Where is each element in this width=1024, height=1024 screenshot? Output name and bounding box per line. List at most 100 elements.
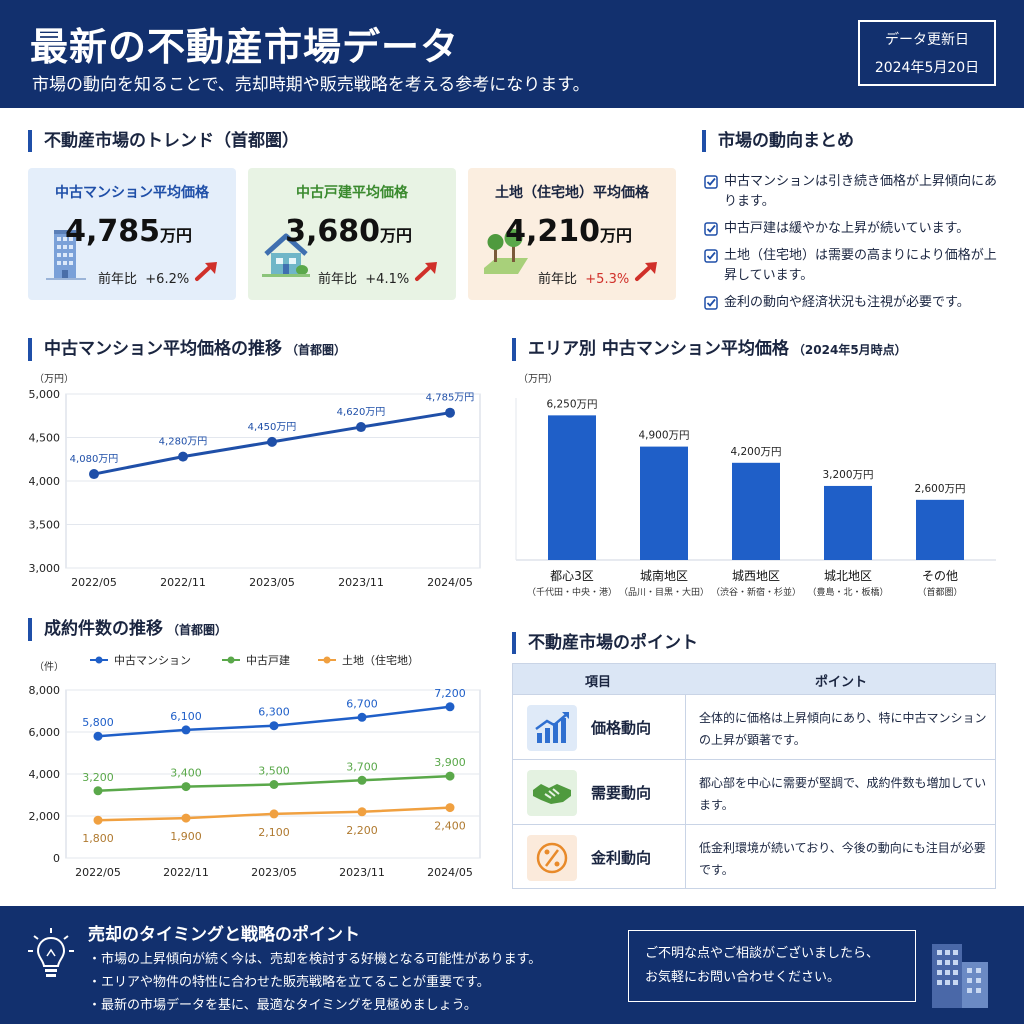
y-tick-label: 4,000 (29, 768, 61, 781)
data-label: 1,800 (82, 832, 114, 845)
up-arrow-icon (635, 262, 657, 281)
point-desc: 都心部を中心に需要が堅調で、成約件数も増加しています。 (699, 776, 987, 812)
points-table: 項目 ポイント 価格動向 全体的に価格は上昇傾向にあり、特に中古マンションの上昇… (512, 663, 996, 889)
x-tick-label: 2024/05 (427, 866, 473, 879)
y-tick-label: 6,000 (29, 726, 61, 739)
legend-label: 土地（住宅地） (342, 653, 419, 667)
data-point (181, 725, 191, 735)
data-point (357, 807, 367, 817)
kpi-yoy-value: +4.1% (365, 272, 410, 287)
legend-marker (95, 656, 103, 664)
kpi-title: 中古マンション平均価格 (55, 185, 209, 201)
data-point (445, 407, 455, 418)
subcategory-label: （首都圏） (917, 586, 962, 598)
point-label: 価格動向 (591, 719, 652, 737)
trend-heading: 不動産市場のトレンド（首都圏） (28, 130, 299, 152)
y-tick-label: 8,000 (29, 684, 61, 697)
y-tick-label: 5,000 (29, 388, 61, 401)
kpi-unit: 万円 (159, 226, 192, 245)
data-point (445, 803, 455, 813)
data-label: 3,400 (170, 767, 202, 780)
kpi-yoy-value: +6.2% (145, 272, 190, 287)
point-label: 金利動向 (591, 849, 652, 867)
kpi-yoy-value: +5.3% (585, 272, 630, 287)
data-label: 4,080万円 (70, 454, 119, 465)
chart-up-icon (527, 705, 577, 751)
x-tick-label: 2022/11 (163, 866, 209, 879)
data-label: 2,600万円 (914, 483, 965, 495)
subcategory-label: （千代田・中央・港） (527, 586, 617, 598)
kpi-card-land: 土地（住宅地）平均価格 4,210万円 前年比 +5.3% (468, 168, 676, 300)
data-label: 4,900万円 (638, 430, 689, 442)
y-tick-label: 0 (53, 852, 60, 865)
kpi-unit: 万円 (599, 226, 632, 245)
data-point (269, 721, 279, 731)
summary-item: 土地（住宅地）は需要の高まりにより価格が上昇しています。 (704, 246, 1004, 286)
data-label: 4,450万円 (248, 422, 297, 433)
data-label: 3,900 (434, 756, 466, 769)
points-row-price: 価格動向 全体的に価格は上昇傾向にあり、特に中古マンションの上昇が顕著です。 (513, 694, 995, 759)
y-unit-label: （万円） (518, 373, 558, 385)
update-label: データ更新日 (885, 32, 969, 48)
data-point (269, 780, 279, 789)
summary-list: 中古マンションは引き続き価格が上昇傾向にあります。 中古戸建は緩やかな上昇が続い… (704, 172, 1004, 320)
category-label: 城南地区 (640, 568, 688, 583)
category-label: その他 (922, 569, 958, 583)
summary-item: 金利の動向や経済状況も注視が必要です。 (704, 293, 1004, 313)
page-header: 最新の不動産市場データ 市場の動向を知ることで、売却時期や販売戦略を考える参考に… (0, 0, 1024, 108)
kpi-card-mansion: 中古マンション平均価格 4,785万円 前年比 +6.2% (28, 168, 236, 300)
lightbulb-icon (28, 928, 74, 977)
col-item-header: 項目 (585, 675, 612, 690)
point-desc: 低金利環境が続いており、今後の動向にも注目が必要です。 (699, 841, 986, 877)
subcategory-label: （渋谷・新宿・杉並） (711, 586, 801, 598)
legend-label: 中古マンション (114, 654, 191, 667)
footer-title: 売却のタイミングと戦略のポイント (88, 925, 360, 945)
x-tick-label: 2023/11 (338, 576, 384, 589)
data-point (93, 815, 103, 825)
points-row-interest: 金利動向 低金利環境が続いており、今後の動向にも注目が必要です。 (513, 824, 995, 889)
bar-chart-heading: エリア別 中古マンション平均価格 （2024年5月時点） (512, 338, 907, 361)
data-label: 6,100 (170, 710, 202, 723)
kpi-value: 3,680 (285, 214, 380, 249)
data-point (356, 422, 366, 433)
data-label: 1,900 (170, 830, 202, 843)
kpi-value: 4,210 (505, 214, 600, 249)
point-desc: 全体的に価格は上昇傾向にあり、特に中古マンションの上昇が顕著です。 (699, 711, 987, 747)
data-label: 4,280万円 (159, 437, 208, 448)
x-tick-label: 2022/11 (160, 576, 206, 589)
data-label: 4,620万円 (337, 407, 386, 418)
kpi-yoy-label: 前年比 (538, 272, 578, 287)
data-point (93, 786, 103, 796)
bar (732, 462, 780, 560)
footer-item: ・エリアや物件の特性に合わせた販売戦略を立てることが重要です。 (88, 975, 490, 990)
update-date: 2024年5月20日 (874, 60, 980, 76)
data-label: 6,250万円 (546, 398, 597, 410)
bar (548, 415, 596, 560)
price-trend-chart: （万円） 3,000 3,500 4,000 4,500 5,000 2022/05 202… (29, 373, 481, 589)
house-icon (262, 233, 310, 277)
legend-marker (227, 656, 235, 664)
summary-heading: 市場の動向まとめ (702, 130, 854, 152)
page-subtitle: 市場の動向を知ることで、売却時期や販売戦略を考える参考になります。 (32, 75, 590, 95)
y-unit-label: （万円） (34, 373, 74, 385)
contact-box: ご不明な点やご相談がございましたら、 お気軽にお問い合わせください。 (628, 930, 916, 1002)
x-tick-label: 2023/11 (339, 866, 385, 879)
kpi-yoy-label: 前年比 (98, 272, 138, 287)
up-arrow-icon (195, 262, 217, 281)
summary-item: 中古戸建は緩やかな上昇が続いています。 (704, 219, 1004, 239)
category-label: 都心3区 (550, 569, 594, 583)
kpi-unit: 万円 (379, 226, 412, 245)
contracts-chart-heading: 成約件数の推移 （首都圏） (28, 618, 227, 641)
up-arrow-icon (415, 262, 437, 281)
data-label: 7,200 (434, 687, 466, 700)
subcategory-label: （豊島・北・板橋） (807, 586, 888, 598)
check-icon (704, 249, 718, 263)
data-label: 6,700 (346, 697, 378, 710)
contact-line: ご不明な点やご相談がございましたら、 (645, 946, 880, 961)
check-icon (704, 222, 718, 236)
data-point (181, 813, 191, 823)
bar (916, 499, 964, 560)
y-tick-label: 4,000 (29, 475, 61, 488)
handshake-icon (527, 770, 577, 816)
